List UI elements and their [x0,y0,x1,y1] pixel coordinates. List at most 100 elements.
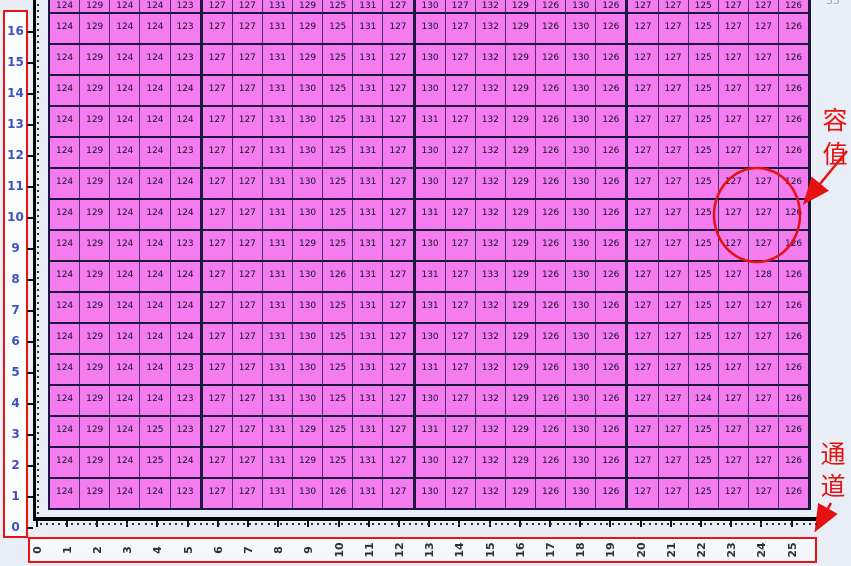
grid-cell: 130 [293,386,324,415]
x-axis-minor-tick [476,523,479,525]
grid-cell-clipped-value: 127 [634,1,652,11]
y-axis-minor-tick [37,239,39,242]
grid-cell: 126 [784,22,803,32]
y-axis-minor-tick [37,233,39,236]
y-axis-minor-tick [37,363,39,366]
grid-cell: 127 [659,14,689,43]
x-axis-tick [277,521,280,527]
y-axis-tick [27,185,33,188]
grid-cell: 129 [293,14,324,43]
x-axis-minor-tick [236,523,239,525]
grid-cell-clipped-value: 127 [451,1,469,11]
grid-cell: 124 [140,200,171,229]
y-axis-label: 12 [7,148,24,162]
grid-cell: 126 [536,76,567,105]
grid-cell: 127 [719,45,749,74]
grid-cell: 126 [596,76,629,105]
grid-cell: 129 [506,138,536,167]
grid-cell: 132 [476,417,506,446]
y-axis-minor-tick [37,493,39,496]
grid-cell: 131 [263,76,293,105]
grid-cell: 131 [263,200,293,229]
grid-cell: 127 [203,76,233,105]
grid-cell: 126 [596,138,629,167]
grid-cell: 132 [476,107,506,136]
grid-cell: 124 [110,417,141,446]
x-axis-tick [397,521,400,527]
grid-cell: 124 [140,293,171,322]
x-axis-minor-tick [335,523,338,525]
x-axis-tick [307,521,310,527]
x-axis-minor-tick [292,523,295,525]
grid-cell: 127 [719,169,749,198]
grid-cell: 129 [80,138,111,167]
x-axis-minor-tick [710,523,713,525]
grid-cell: 127 [719,479,749,508]
channel-annotation-label: 通 [820,440,846,469]
grid-cell-clipped-value: 127 [389,1,407,11]
grid-cell: 127 [659,231,689,260]
x-axis-tick [186,521,189,527]
x-axis-minor-tick [329,523,332,525]
y-axis-minor-tick [37,419,39,422]
grid-cell: 127 [628,355,659,384]
grid-cell: 130 [293,324,324,353]
y-axis-label: 16 [7,24,24,38]
grid-cell: 127 [383,200,416,229]
y-axis-tick [27,278,33,281]
y-axis-label: 5 [11,365,20,379]
grid-cell-clipped-value: 132 [481,1,499,11]
y-axis-tick [27,216,33,219]
x-axis-minor-tick [353,523,356,525]
grid-cell: 129 [80,479,111,508]
grid-cell: 130 [566,386,597,415]
x-axis-minor-tick [771,523,774,525]
corner-text: 35 [826,0,840,7]
y-axis-minor-tick [37,22,39,25]
grid-cell: 127 [749,0,779,12]
x-axis-minor-tick [156,523,159,525]
grid-cell: 129 [506,107,536,136]
x-axis-minor-tick [64,523,67,525]
grid-cell: 125 [323,45,354,74]
grid-cell: 126 [596,107,629,136]
x-axis-minor-tick [322,523,325,525]
grid-cell: 129 [80,448,111,477]
grid-cell: 124 [140,262,171,291]
grid-cell: 125 [689,479,719,508]
grid-cell: 127 [628,45,659,74]
grid-cell: 125 [323,107,354,136]
x-axis-label: 18 [573,542,587,558]
grid-cell: 131 [353,417,384,446]
grid-cell: 127 [383,417,416,446]
grid-cell: 133 [476,262,506,291]
grid-cell-clipped-value: 126 [602,1,620,11]
y-axis-label: 11 [7,179,24,193]
grid-row: 124 129 124 124 123 127 127 131 129 125 131 127 130 1… [50,45,808,76]
grid-cell: 124 [50,324,81,353]
x-axis-minor-tick [648,523,651,525]
x-axis-minor-tick [655,523,657,525]
grid-cell: 126 [323,479,354,508]
grid-cell: 129 [506,293,536,322]
grid-cell-clipped-value: 125 [329,1,347,11]
y-axis-minor-tick [37,90,39,93]
x-axis-minor-tick [206,523,209,525]
grid-cell: 130 [566,76,597,105]
grid-cell: 125 [323,14,354,43]
grid-cell: 129 [506,386,536,415]
grid-cell: 131 [353,45,384,74]
y-axis-minor-tick [37,115,39,118]
grid-cell: 127 [446,76,476,105]
x-axis-minor-tick [618,523,621,525]
grid-cell: 127 [446,231,476,260]
grid-cell: 127 [383,262,416,291]
grid-cell: 131 [353,386,384,415]
x-axis-minor-tick [741,523,744,525]
grid-cell: 124 [50,169,81,198]
y-axis-minor-tick [37,183,39,186]
grid-cell: 131 [263,324,293,353]
grid-cell: 129 [80,355,111,384]
y-axis-label: 15 [7,55,24,69]
grid-cell: 130 [566,293,597,322]
